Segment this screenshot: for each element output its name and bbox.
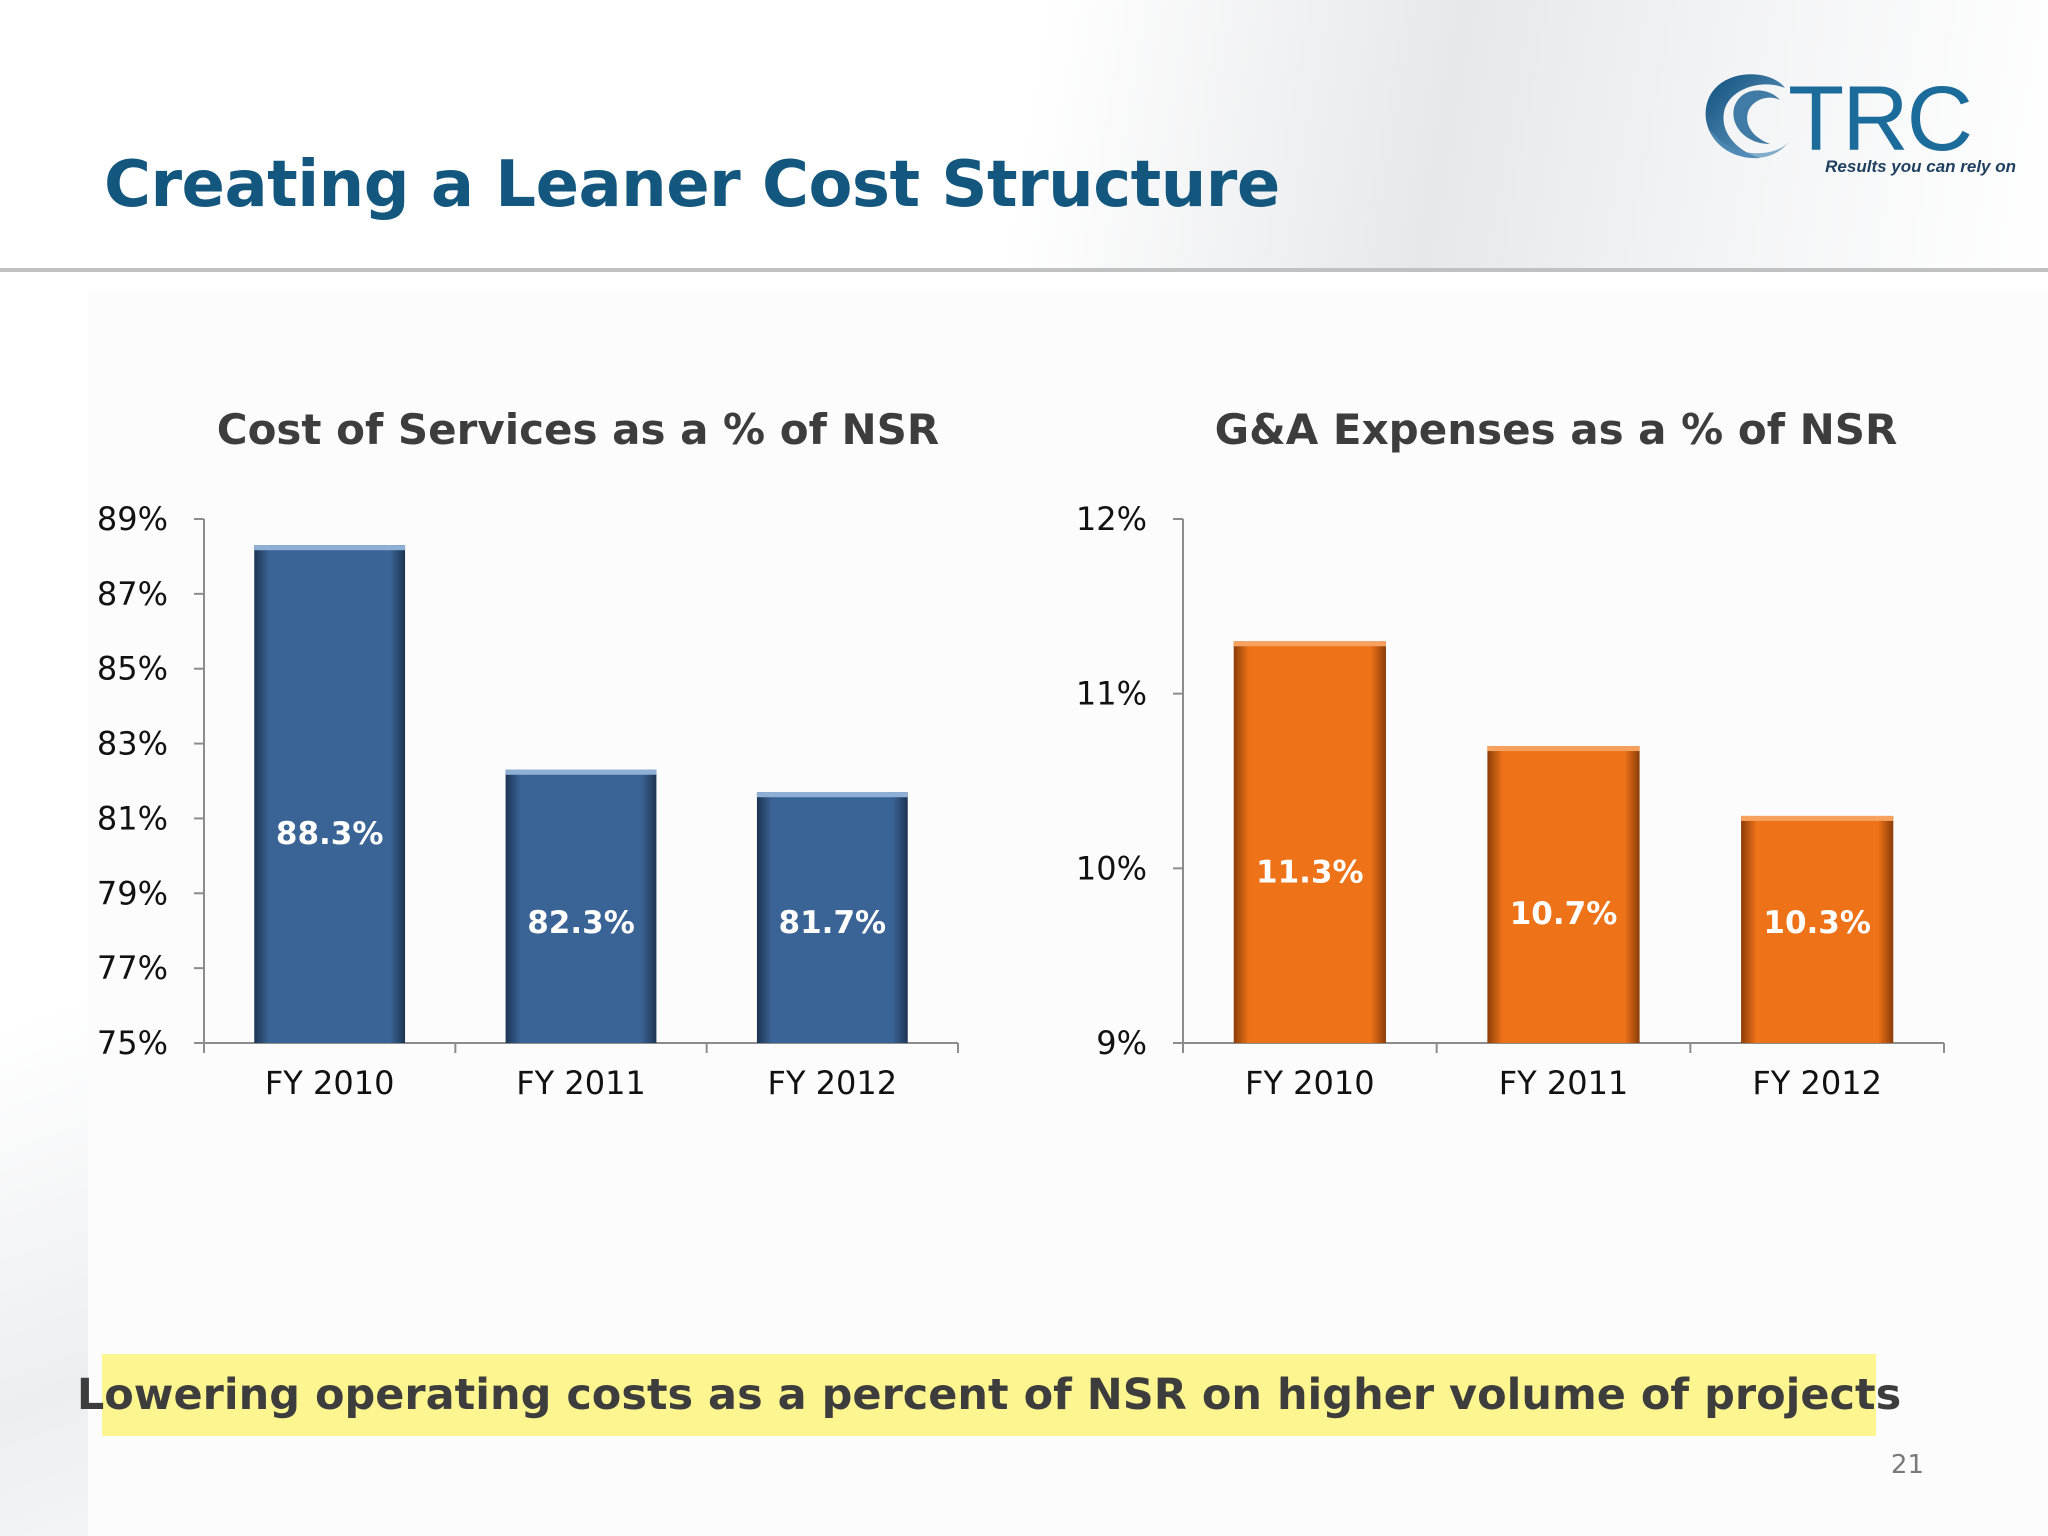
- logo-wordmark: TRC: [1788, 68, 1971, 170]
- data-label: 10.7%: [1510, 896, 1618, 932]
- y-tick-label: 75%: [97, 1024, 168, 1062]
- content-panel: [88, 290, 2048, 1536]
- data-label: 11.3%: [1256, 854, 1364, 890]
- bar: [1741, 815, 1894, 1043]
- data-label: 82.3%: [527, 905, 635, 941]
- x-tick-label: FY 2010: [265, 1064, 395, 1102]
- data-label: 81.7%: [779, 905, 887, 941]
- y-tick-label: 9%: [1096, 1024, 1147, 1062]
- y-tick-label: 12%: [1076, 500, 1147, 538]
- bar: [1233, 641, 1386, 1043]
- page-number: 21: [1890, 1450, 1924, 1480]
- y-tick-label: 87%: [97, 575, 168, 613]
- y-tick-label: 11%: [1076, 675, 1147, 713]
- bar-top-bevel: [756, 792, 908, 798]
- y-tick-label: 79%: [97, 874, 168, 912]
- x-tick-label: FY 2012: [1752, 1064, 1882, 1102]
- y-tick-label: 89%: [97, 500, 168, 538]
- bar-top-bevel: [505, 769, 657, 775]
- chart-ga-expenses: G&A Expenses as a % of NSR 9% 10% 11% 12% 11.…: [1076, 405, 1945, 1102]
- company-logo: TRC Results you can rely on: [1705, 68, 2016, 176]
- bar-top-bevel: [1233, 641, 1386, 647]
- y-tick-label: 81%: [97, 799, 168, 837]
- x-tick-label: FY 2011: [516, 1064, 646, 1102]
- chart-title: Cost of Services as a % of NSR: [217, 405, 939, 454]
- header-band: [0, 0, 2048, 268]
- bar-top-bevel: [1741, 815, 1894, 821]
- header-divider: [0, 268, 2048, 272]
- y-tick-label: 77%: [97, 949, 168, 987]
- data-label: 88.3%: [276, 816, 384, 852]
- bar: [756, 792, 908, 1043]
- bar: [505, 769, 657, 1043]
- bar: [254, 545, 406, 1043]
- chart-cost-of-services: Cost of Services as a % of NSR 75% 77% 79% 8…: [97, 405, 959, 1102]
- callout-banner: Lowering operating costs as a percent of…: [77, 1354, 1901, 1436]
- bar-top-bevel: [1487, 746, 1640, 752]
- bar-top-bevel: [254, 545, 406, 551]
- y-tick-label: 83%: [97, 725, 168, 763]
- x-tick-label: FY 2010: [1245, 1064, 1375, 1102]
- x-tick-label: FY 2012: [768, 1064, 898, 1102]
- bar: [1487, 746, 1640, 1043]
- logo-swirl-icon: [1705, 74, 1790, 159]
- chart-title: G&A Expenses as a % of NSR: [1215, 405, 1898, 454]
- logo-tagline: Results you can rely on: [1825, 157, 2016, 176]
- data-label: 10.3%: [1763, 905, 1871, 941]
- x-tick-label: FY 2011: [1499, 1064, 1629, 1102]
- y-tick-label: 10%: [1076, 849, 1147, 887]
- slide-title: Creating a Leaner Cost Structure: [104, 148, 1280, 222]
- y-tick-label: 85%: [97, 650, 168, 688]
